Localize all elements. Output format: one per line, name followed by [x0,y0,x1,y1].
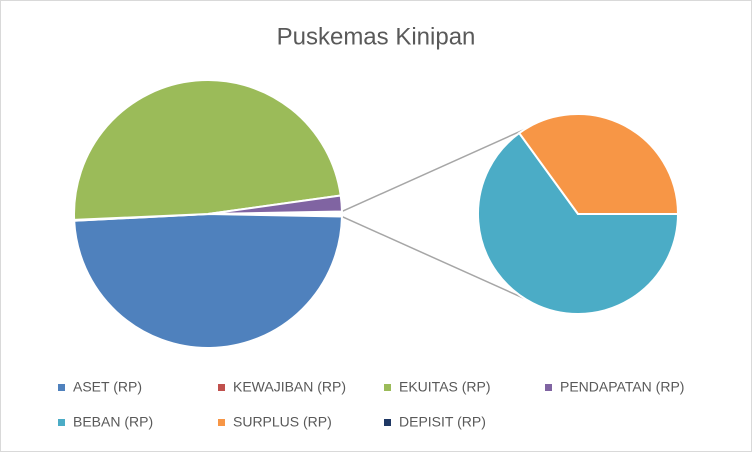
legend-swatch [218,419,225,426]
legend-swatch [384,384,391,391]
legend-label: ASET (RP) [73,379,142,395]
pie-slice [73,212,343,349]
legend-swatch [545,384,552,391]
other-slice [207,210,343,218]
connector-line [341,215,526,300]
pie-slice [73,79,342,221]
legend-label: SURPLUS (RP) [233,414,332,430]
legend-label: PENDAPATAN (RP) [560,379,684,395]
legend-swatch [58,419,65,426]
legend-swatch [384,419,391,426]
legend-label: KEWAJIBAN (RP) [233,379,346,395]
legend-label: BEBAN (RP) [73,414,153,430]
legend-swatch [218,384,225,391]
legend-swatch [58,384,65,391]
legend-label: DEPISIT (RP) [399,414,486,430]
legend-label: EKUITAS (RP) [399,379,491,395]
chart-title: Puskemas Kinipan [277,23,476,50]
connector-line [341,128,526,213]
pie-slice [477,131,680,315]
pie-slice [517,113,680,215]
